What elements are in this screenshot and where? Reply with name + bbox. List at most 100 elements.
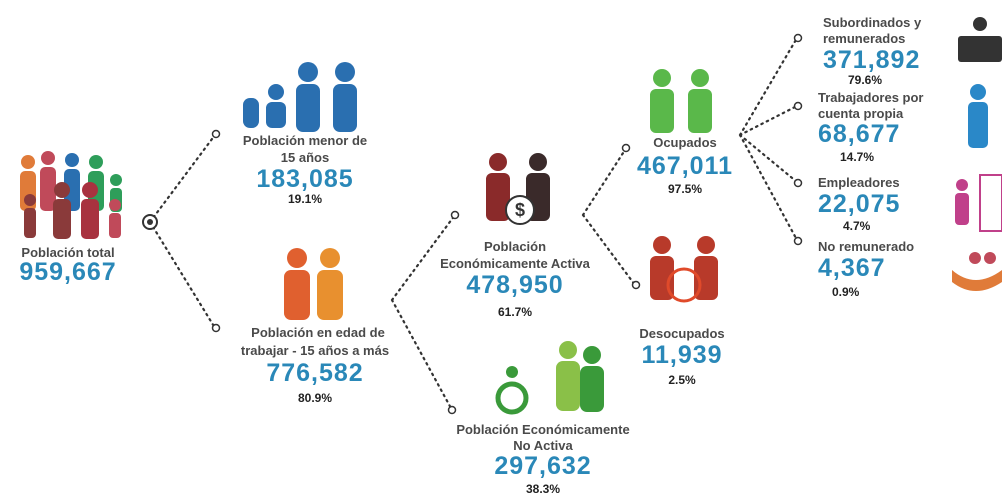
icon-part xyxy=(21,155,35,169)
node-label: Población en edad de xyxy=(251,325,385,340)
node-pena: Población Económicamente No Activa 297,6… xyxy=(456,422,629,495)
node-subordinados: Subordinados y remunerados 371,892 79.6% xyxy=(823,15,922,87)
icon-part: $ xyxy=(515,200,525,220)
icon-part xyxy=(691,69,709,87)
icon-part xyxy=(968,102,988,148)
icon-subordinados xyxy=(958,17,1002,62)
node-label: Población xyxy=(484,239,546,254)
node-label: remunerados xyxy=(823,31,905,46)
icon-part xyxy=(973,17,987,31)
icon-family xyxy=(20,151,122,239)
connector xyxy=(392,215,455,410)
node-label: Población Económicamente xyxy=(456,422,629,437)
icon-part xyxy=(958,36,1002,62)
icon-part xyxy=(969,252,981,264)
icon-part xyxy=(489,153,507,171)
icon-part xyxy=(82,182,98,198)
node-total: Población total 959,667 xyxy=(19,245,116,286)
icon-part xyxy=(65,153,79,167)
infographic: $ Población total 959,667 Población meno… xyxy=(0,0,1002,495)
icon-part xyxy=(320,248,340,268)
node-label: Población menor de xyxy=(243,133,367,148)
node-no-remunerado: No remunerado 4,367 0.9% xyxy=(818,239,914,299)
icon-part xyxy=(109,213,121,238)
icon-part xyxy=(498,384,526,412)
icon-cuenta-propia xyxy=(968,84,988,148)
icon-part xyxy=(955,193,969,225)
icon-children xyxy=(243,62,357,132)
node-value: 371,892 xyxy=(823,46,920,74)
node-percent: 0.9% xyxy=(832,285,860,299)
node-menor: Población menor de 15 años 183,085 19.1% xyxy=(243,133,367,206)
icon-part xyxy=(688,89,712,133)
node-label: Ocupados xyxy=(653,135,717,150)
icon-part xyxy=(298,62,318,82)
connector xyxy=(740,38,797,240)
node-dot xyxy=(213,131,220,138)
node-dot xyxy=(449,407,456,414)
node-label: cuenta propia xyxy=(818,106,904,121)
node-label: Subordinados y xyxy=(823,15,922,30)
node-label: 15 años xyxy=(281,150,329,165)
node-percent: 14.7% xyxy=(840,150,874,164)
icon-part xyxy=(81,199,99,239)
node-dot xyxy=(795,180,802,187)
node-dot xyxy=(623,145,630,152)
node-dot xyxy=(452,212,459,219)
icon-part xyxy=(41,151,55,165)
node-desocupados: Desocupados 11,939 2.5% xyxy=(639,326,724,387)
node-percent: 80.9% xyxy=(298,391,332,405)
icon-part xyxy=(268,84,284,100)
icon-part xyxy=(697,236,715,254)
node-empleadores: Empleadores 22,075 4.7% xyxy=(818,175,900,233)
node-value: 776,582 xyxy=(266,359,363,387)
icon-part xyxy=(559,341,577,359)
icon-part xyxy=(580,366,604,412)
icon-part xyxy=(583,346,601,364)
node-label: No remunerado xyxy=(818,239,914,254)
node-dot xyxy=(147,219,153,225)
icon-part xyxy=(333,84,357,132)
icon-empleadores xyxy=(955,175,1002,231)
node-value: 297,632 xyxy=(494,452,591,480)
node-value: 68,677 xyxy=(818,120,900,148)
connector xyxy=(583,150,635,285)
icon-part xyxy=(970,84,986,100)
icon-part xyxy=(109,199,121,211)
icon-pea: $ xyxy=(486,153,550,224)
icon-part xyxy=(24,194,36,206)
icon-part xyxy=(54,182,70,198)
icon-part xyxy=(529,153,547,171)
node-percent: 19.1% xyxy=(288,192,322,206)
icon-part xyxy=(284,270,310,320)
node-pea: Población Económicamente Activa 478,950 … xyxy=(440,239,591,319)
node-percent: 61.7% xyxy=(498,305,532,319)
icon-part xyxy=(266,102,286,128)
icon-part xyxy=(110,174,122,186)
node-percent: 38.3% xyxy=(526,482,560,495)
node-cuenta-propia: Trabajadores por cuenta propia 68,677 14… xyxy=(818,90,923,164)
icon-working-age xyxy=(284,248,343,320)
icon-pena xyxy=(498,341,604,412)
node-dot xyxy=(213,325,220,332)
node-percent: 79.6% xyxy=(848,73,882,87)
node-label: Trabajadores por xyxy=(818,90,923,105)
icon-part xyxy=(956,179,968,191)
node-value: 183,085 xyxy=(256,165,353,193)
node-label: No Activa xyxy=(513,438,573,453)
icon-part xyxy=(335,62,355,82)
node-percent: 97.5% xyxy=(668,182,702,196)
icon-part xyxy=(952,270,1002,291)
node-dot xyxy=(795,103,802,110)
icon-part xyxy=(653,236,671,254)
node-dot xyxy=(633,282,640,289)
icon-part xyxy=(53,199,71,239)
node-percent: 4.7% xyxy=(843,219,871,233)
icon-part xyxy=(287,248,307,268)
icon-no-remunerado xyxy=(952,252,1002,291)
node-value: 467,011 xyxy=(637,152,733,180)
icon-part xyxy=(650,89,674,133)
node-value: 478,950 xyxy=(466,271,563,299)
icon-part xyxy=(556,361,580,411)
node-value: 4,367 xyxy=(818,254,886,282)
